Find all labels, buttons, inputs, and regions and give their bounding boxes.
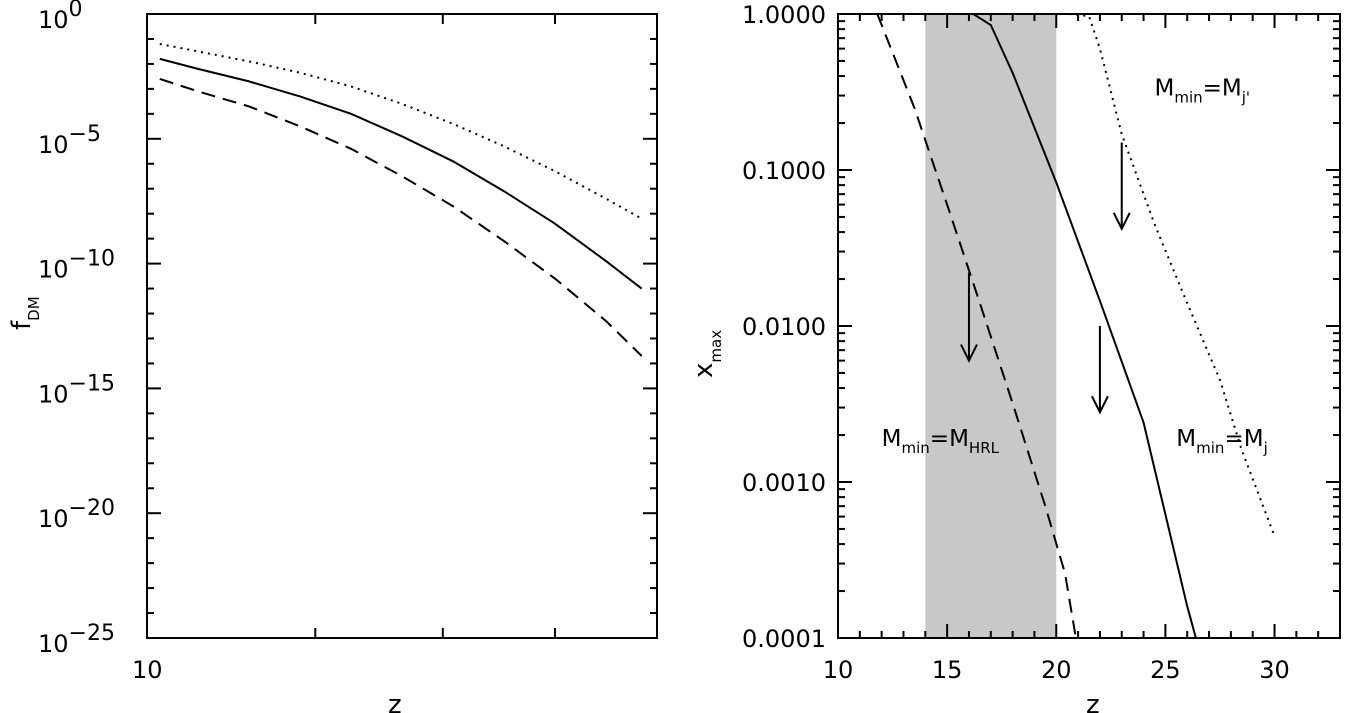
annotation-main: M — [1154, 76, 1174, 102]
annotation-eq: =M — [1224, 426, 1263, 452]
left-series-dotted — [159, 43, 643, 220]
left-y-tick-base: 10 — [38, 6, 69, 34]
left-y-tick-base: 10 — [38, 256, 69, 284]
curve-annotation: Mmin=Mj — [1176, 426, 1267, 457]
left-y-tick-label: 10−15 — [38, 371, 115, 408]
right-y-tick-label: 0.0100 — [742, 313, 826, 341]
left-y-axis-label: fDM — [7, 296, 43, 330]
annotation-sub: j — [1263, 439, 1268, 457]
right-y-axis-label-main: x — [689, 363, 719, 378]
left-series-solid — [159, 57, 643, 290]
right-x-axis-label: z — [1086, 690, 1100, 713]
left-x-axis-label: z — [388, 690, 402, 713]
right-y-axis-label: xmax — [689, 330, 725, 378]
annotation-sub: min — [1174, 89, 1202, 107]
left-series-dashed — [159, 77, 643, 357]
annotation-sub: min — [1196, 439, 1224, 457]
right-panel: Mmin=Mj'Mmin=MHRL Mmin=Mj 10 15 20 25 301.000… — [689, 1, 1341, 713]
right-x-tick-label: 20 — [1041, 656, 1072, 684]
left-y-tick-exponent: −25 — [69, 621, 115, 646]
right-series-solid — [972, 13, 1197, 639]
left-y-tick-base: 10 — [38, 131, 69, 159]
left-series-group — [159, 43, 643, 357]
right-series-dotted — [1069, 13, 1276, 537]
arrow-head — [1091, 395, 1109, 415]
left-y-tick-exponent: −20 — [69, 496, 115, 521]
right-series-group — [876, 13, 1276, 639]
right-x-tick-label: 25 — [1150, 656, 1181, 684]
left-y-tick-exponent: 0 — [69, 0, 83, 22]
left-y-tick-base: 10 — [38, 505, 69, 533]
left-y-tick-label: 10−5 — [38, 122, 101, 159]
left-y-tick-exponent: −10 — [69, 247, 115, 272]
left-y-axis-label-sub: DM — [25, 296, 43, 321]
left-x-tick-label: 10 — [132, 656, 163, 684]
annotation-main: M — [1176, 426, 1196, 452]
left-y-tick-label: 10−20 — [38, 496, 115, 533]
right-arrows-group — [960, 142, 1131, 415]
right-y-axis-label-sub: max — [707, 330, 725, 363]
left-y-tick-label: 100 — [38, 0, 83, 34]
left-plot-frame — [146, 13, 658, 639]
arrow-head — [1112, 212, 1131, 232]
right-x-tick-label: 15 — [932, 656, 963, 684]
left-y-tick-base: 10 — [38, 380, 69, 408]
shaded-band — [925, 14, 1057, 638]
annotation-sub: min — [902, 439, 930, 457]
curve-annotation: Mmin=Mj' — [1154, 76, 1250, 107]
left-y-tick-exponent: −5 — [69, 122, 101, 147]
annotation-sub: HRL — [969, 439, 1000, 457]
right-annotations-group: Mmin=Mj'Mmin=MHRL Mmin=Mj — [882, 76, 1268, 457]
annotation-eq: =M — [930, 426, 969, 452]
svg-text:fDM: fDM — [7, 296, 43, 330]
right-y-tick-label: 0.1000 — [742, 157, 826, 185]
svg-text:xmax: xmax — [689, 330, 725, 378]
left-y-tick-base: 10 — [38, 630, 69, 658]
annotation-eq: =M — [1203, 76, 1242, 102]
annotation-main: M — [882, 426, 902, 452]
left-y-axis-label-main: f — [7, 320, 37, 330]
left-y-tick-label: 10−10 — [38, 247, 115, 284]
right-y-tick-label: 0.0001 — [742, 625, 826, 653]
left-y-tick-exponent: −15 — [69, 371, 115, 396]
right-y-tick-label: 0.0010 — [742, 469, 826, 497]
right-x-tick-label: 30 — [1259, 656, 1290, 684]
arrow-head — [960, 344, 978, 363]
right-x-tick-label: 10 — [823, 656, 854, 684]
right-y-tick-label: 1.0000 — [742, 1, 826, 29]
right-ticks-group: 10 15 20 25 30 1.0000 0.1000 0.0100 0.0010 0.0001 — [742, 1, 1341, 684]
curve-annotation: Mmin=MHRL — [882, 426, 1000, 457]
right-series-dashed — [876, 13, 1077, 639]
left-y-tick-label: 10−25 — [38, 621, 115, 658]
annotation-sub: j' — [1241, 89, 1250, 107]
